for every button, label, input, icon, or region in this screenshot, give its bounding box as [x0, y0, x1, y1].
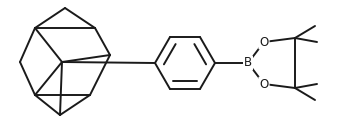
Text: O: O — [259, 36, 269, 49]
Text: O: O — [259, 77, 269, 90]
Text: B: B — [244, 56, 252, 70]
